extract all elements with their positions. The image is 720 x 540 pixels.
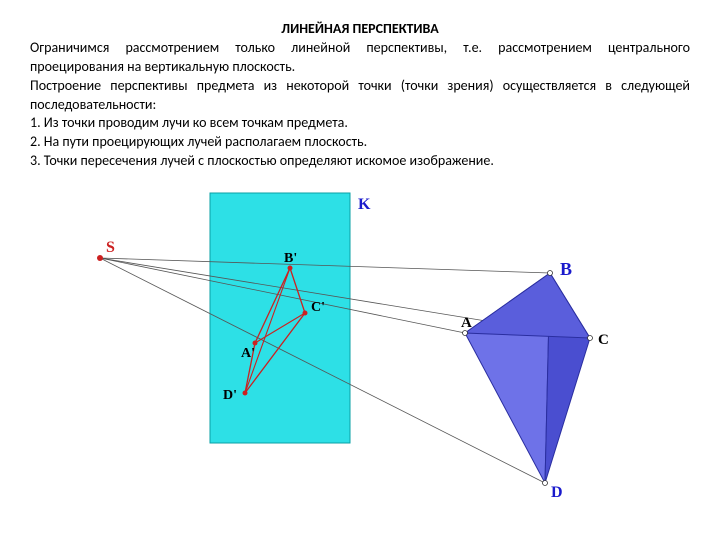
vertex-C (588, 336, 593, 341)
point-s (97, 255, 103, 261)
proj-point-Cp (303, 311, 308, 316)
label-a: A (461, 315, 472, 331)
paragraph-2: Построение перспективы предмета из некот… (30, 77, 690, 115)
paragraph-1: Ограничимся рассмотрением только линейно… (30, 39, 690, 77)
pyramid-face-top (465, 273, 590, 338)
label-dp: D' (223, 388, 237, 403)
page-title: ЛИНЕЙНАЯ ПЕРСПЕКТИВА (30, 20, 690, 39)
proj-point-Ap (253, 341, 258, 346)
picture-plane (210, 193, 350, 443)
vertex-D (543, 481, 548, 486)
label-c: C (598, 332, 609, 348)
proj-point-Dp (243, 391, 248, 396)
label-k: K (358, 196, 371, 213)
vertex-B (548, 271, 553, 276)
label-cp: C' (311, 300, 325, 315)
label-ap: A' (241, 346, 255, 361)
list-item-2: 2. На пути проецирующих лучей располагае… (30, 133, 690, 152)
proj-point-Bp (288, 266, 293, 271)
list-item-3: 3. Точки пересечения лучей с плоскостью … (30, 152, 690, 171)
label-b: B (560, 259, 572, 279)
vertex-A (463, 331, 468, 336)
label-d: D (551, 484, 563, 501)
perspective-diagram: S K A B C D A' B' C' D' (30, 183, 690, 513)
label-s: S (106, 239, 115, 256)
label-bp: B' (284, 251, 297, 266)
diagram-svg: S K A B C D A' B' C' D' (30, 183, 690, 513)
list-item-1: 1. Из точки проводим лучи ко всем точкам… (30, 114, 690, 133)
